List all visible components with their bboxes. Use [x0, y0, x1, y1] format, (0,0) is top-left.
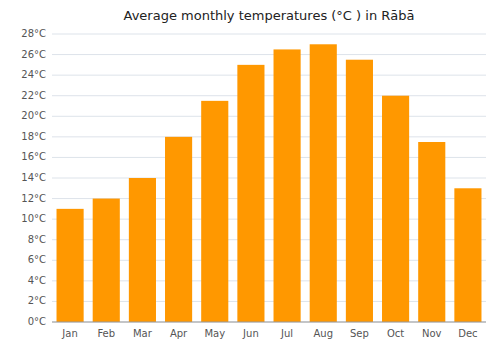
- y-tick-label: 28°C: [21, 28, 46, 39]
- y-tick-label: 26°C: [21, 49, 46, 60]
- y-tick-label: 18°C: [21, 131, 46, 142]
- y-tick-label: 20°C: [21, 110, 46, 121]
- bar: [165, 137, 192, 322]
- grid-line: [52, 116, 486, 117]
- grid-line: [52, 136, 486, 137]
- x-tick-label: Aug: [313, 328, 333, 339]
- y-tick-label: 6°C: [28, 254, 46, 265]
- bar: [57, 209, 84, 322]
- x-tick-label: Mar: [133, 328, 153, 339]
- y-tick-label: 22°C: [21, 90, 46, 101]
- grid-line: [52, 95, 486, 96]
- x-tick-label: Jun: [242, 328, 259, 339]
- grid-line: [52, 75, 486, 76]
- bar: [274, 49, 301, 322]
- y-tick-label: 16°C: [21, 151, 46, 162]
- y-tick-label: 0°C: [28, 316, 46, 327]
- title: Average monthly temperatures (°C ) in Rā…: [124, 8, 415, 23]
- x-tick-label: Nov: [422, 328, 442, 339]
- bar: [346, 60, 373, 322]
- x-tick-label: Oct: [387, 328, 404, 339]
- bar: [201, 101, 228, 322]
- grid-line: [52, 54, 486, 55]
- x-tick-label: Feb: [97, 328, 115, 339]
- bar: [454, 188, 481, 322]
- bar: [310, 44, 337, 322]
- x-tick-label: Sep: [350, 328, 369, 339]
- x-tick-label: Jul: [280, 328, 293, 339]
- x-axis: Jan Feb Mar Apr May Jun Jul Aug Sep Oct Nov Dec: [52, 322, 486, 339]
- y-tick-label: 2°C: [28, 295, 46, 306]
- y-tick-label: 12°C: [21, 193, 46, 204]
- y-tick-label: 14°C: [21, 172, 46, 183]
- chart: 0°C 2°C 4°C 6°C 8°C 10°C 12°C 14°C 16°C 18°C 20°C 2…: [0, 0, 500, 350]
- x-tick-label: Apr: [170, 328, 188, 339]
- bar: [129, 178, 156, 322]
- bar: [237, 65, 264, 322]
- x-tick-label: May: [204, 328, 225, 339]
- bar: [418, 142, 445, 322]
- y-axis: 0°C 2°C 4°C 6°C 8°C 10°C 12°C 14°C 16°C 18°C 20°C 2…: [21, 28, 486, 327]
- x-tick-label: Jan: [61, 328, 77, 339]
- y-tick-label: 10°C: [21, 213, 46, 224]
- grid-line: [52, 322, 486, 323]
- bar: [93, 199, 120, 322]
- x-axis-line: [52, 322, 486, 323]
- bars: [57, 44, 482, 322]
- y-tick-label: 8°C: [28, 234, 46, 245]
- bar: [382, 96, 409, 322]
- grid-line: [52, 34, 486, 35]
- y-tick-label: 24°C: [21, 69, 46, 80]
- x-tick-label: Dec: [458, 328, 477, 339]
- y-tick-label: 4°C: [28, 275, 46, 286]
